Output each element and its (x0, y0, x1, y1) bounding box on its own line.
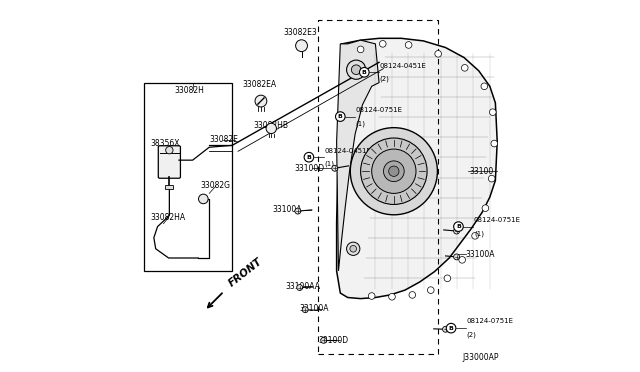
Text: 33082EA: 33082EA (243, 80, 276, 89)
Text: 33082E3: 33082E3 (283, 28, 317, 37)
Text: 08124-0451E: 08124-0451E (380, 62, 427, 68)
Text: B: B (456, 224, 461, 229)
Text: 33100D: 33100D (294, 164, 324, 173)
Text: B: B (307, 155, 312, 160)
Text: 08124-0751E: 08124-0751E (356, 107, 403, 113)
Text: 33100A: 33100A (300, 304, 329, 313)
Circle shape (347, 60, 366, 79)
Bar (165, 185, 173, 189)
Text: 33100AA: 33100AA (285, 282, 320, 291)
Circle shape (372, 149, 416, 193)
Text: FRONT: FRONT (227, 256, 264, 289)
Text: 08124-0451E: 08124-0451E (324, 148, 371, 154)
Circle shape (491, 140, 497, 147)
Circle shape (446, 323, 456, 333)
Circle shape (295, 208, 301, 214)
Circle shape (428, 287, 434, 294)
Circle shape (321, 337, 326, 343)
Circle shape (472, 232, 478, 239)
Circle shape (304, 153, 314, 162)
Circle shape (296, 40, 307, 52)
Circle shape (461, 64, 468, 71)
Text: 33100D: 33100D (318, 336, 348, 345)
Polygon shape (337, 38, 497, 299)
Circle shape (380, 41, 386, 47)
Text: 33100A: 33100A (272, 205, 301, 215)
Circle shape (459, 257, 465, 263)
Text: 33100: 33100 (470, 167, 494, 176)
Circle shape (482, 205, 489, 211)
Circle shape (435, 51, 442, 57)
Circle shape (302, 307, 308, 312)
Text: B: B (449, 326, 454, 331)
Circle shape (481, 83, 488, 90)
Circle shape (454, 222, 463, 231)
Polygon shape (337, 40, 379, 271)
Circle shape (454, 228, 460, 234)
Circle shape (405, 42, 412, 48)
Circle shape (490, 109, 496, 115)
Text: (2): (2) (467, 332, 476, 339)
Text: 33082G: 33082G (200, 182, 230, 190)
Circle shape (266, 123, 276, 134)
Circle shape (198, 194, 208, 204)
Circle shape (360, 138, 427, 205)
Text: B: B (362, 70, 367, 75)
Circle shape (255, 95, 267, 107)
Circle shape (360, 67, 369, 77)
Text: 33100A: 33100A (466, 250, 495, 259)
Circle shape (350, 246, 356, 252)
FancyBboxPatch shape (158, 146, 180, 178)
Text: 33082HB: 33082HB (253, 121, 289, 129)
Circle shape (297, 285, 303, 291)
Circle shape (357, 46, 364, 53)
Text: (1): (1) (356, 120, 366, 127)
Circle shape (409, 292, 415, 298)
Circle shape (488, 175, 495, 182)
Text: 38356X: 38356X (151, 139, 180, 148)
Circle shape (383, 161, 404, 182)
Circle shape (351, 65, 361, 74)
Circle shape (347, 242, 360, 256)
Circle shape (444, 275, 451, 282)
Circle shape (454, 254, 460, 260)
Text: 33082H: 33082H (174, 86, 204, 94)
Circle shape (443, 326, 449, 332)
Bar (143, 83, 232, 271)
Circle shape (335, 112, 345, 121)
Text: J33000AP: J33000AP (463, 353, 499, 362)
Text: 33082E: 33082E (209, 135, 238, 144)
Text: (1): (1) (324, 161, 335, 167)
Circle shape (166, 147, 173, 154)
Text: 08124-0751E: 08124-0751E (467, 318, 513, 324)
Text: 08124-0751E: 08124-0751E (474, 217, 521, 223)
Circle shape (350, 128, 437, 215)
Text: 33082HA: 33082HA (151, 213, 186, 222)
Circle shape (388, 294, 396, 300)
Circle shape (369, 293, 375, 299)
Text: B: B (338, 114, 343, 119)
Circle shape (332, 165, 338, 171)
Text: (2): (2) (380, 76, 390, 83)
Circle shape (388, 166, 399, 176)
Text: (1): (1) (474, 230, 484, 237)
